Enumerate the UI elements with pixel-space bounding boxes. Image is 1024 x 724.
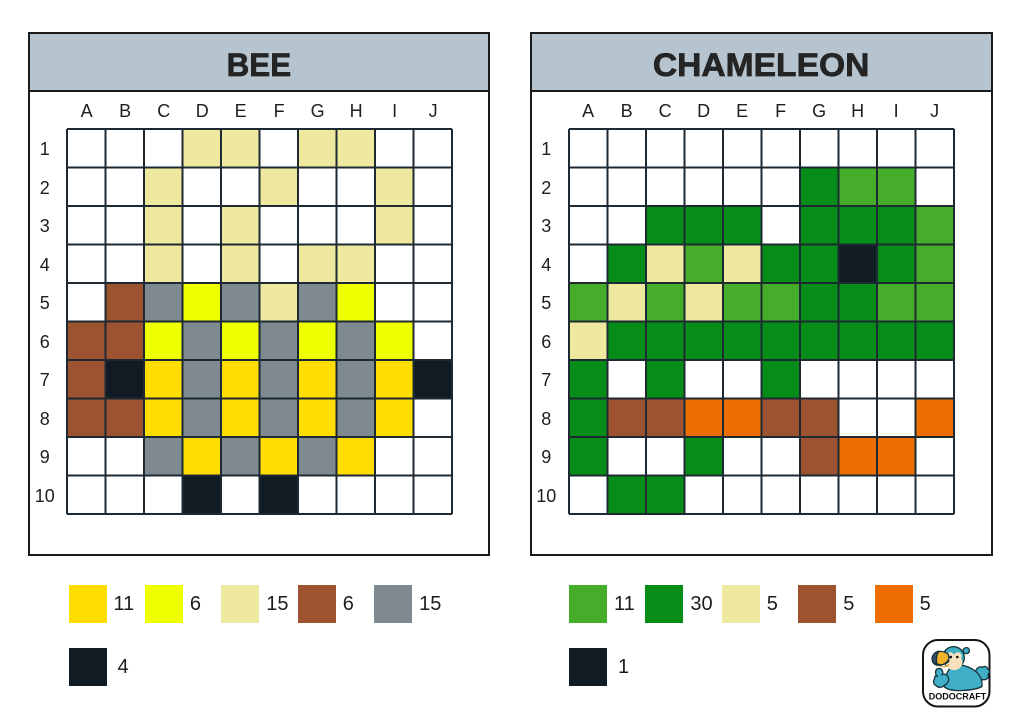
svg-text:DODOCRAFT: DODOCRAFT bbox=[929, 691, 987, 701]
